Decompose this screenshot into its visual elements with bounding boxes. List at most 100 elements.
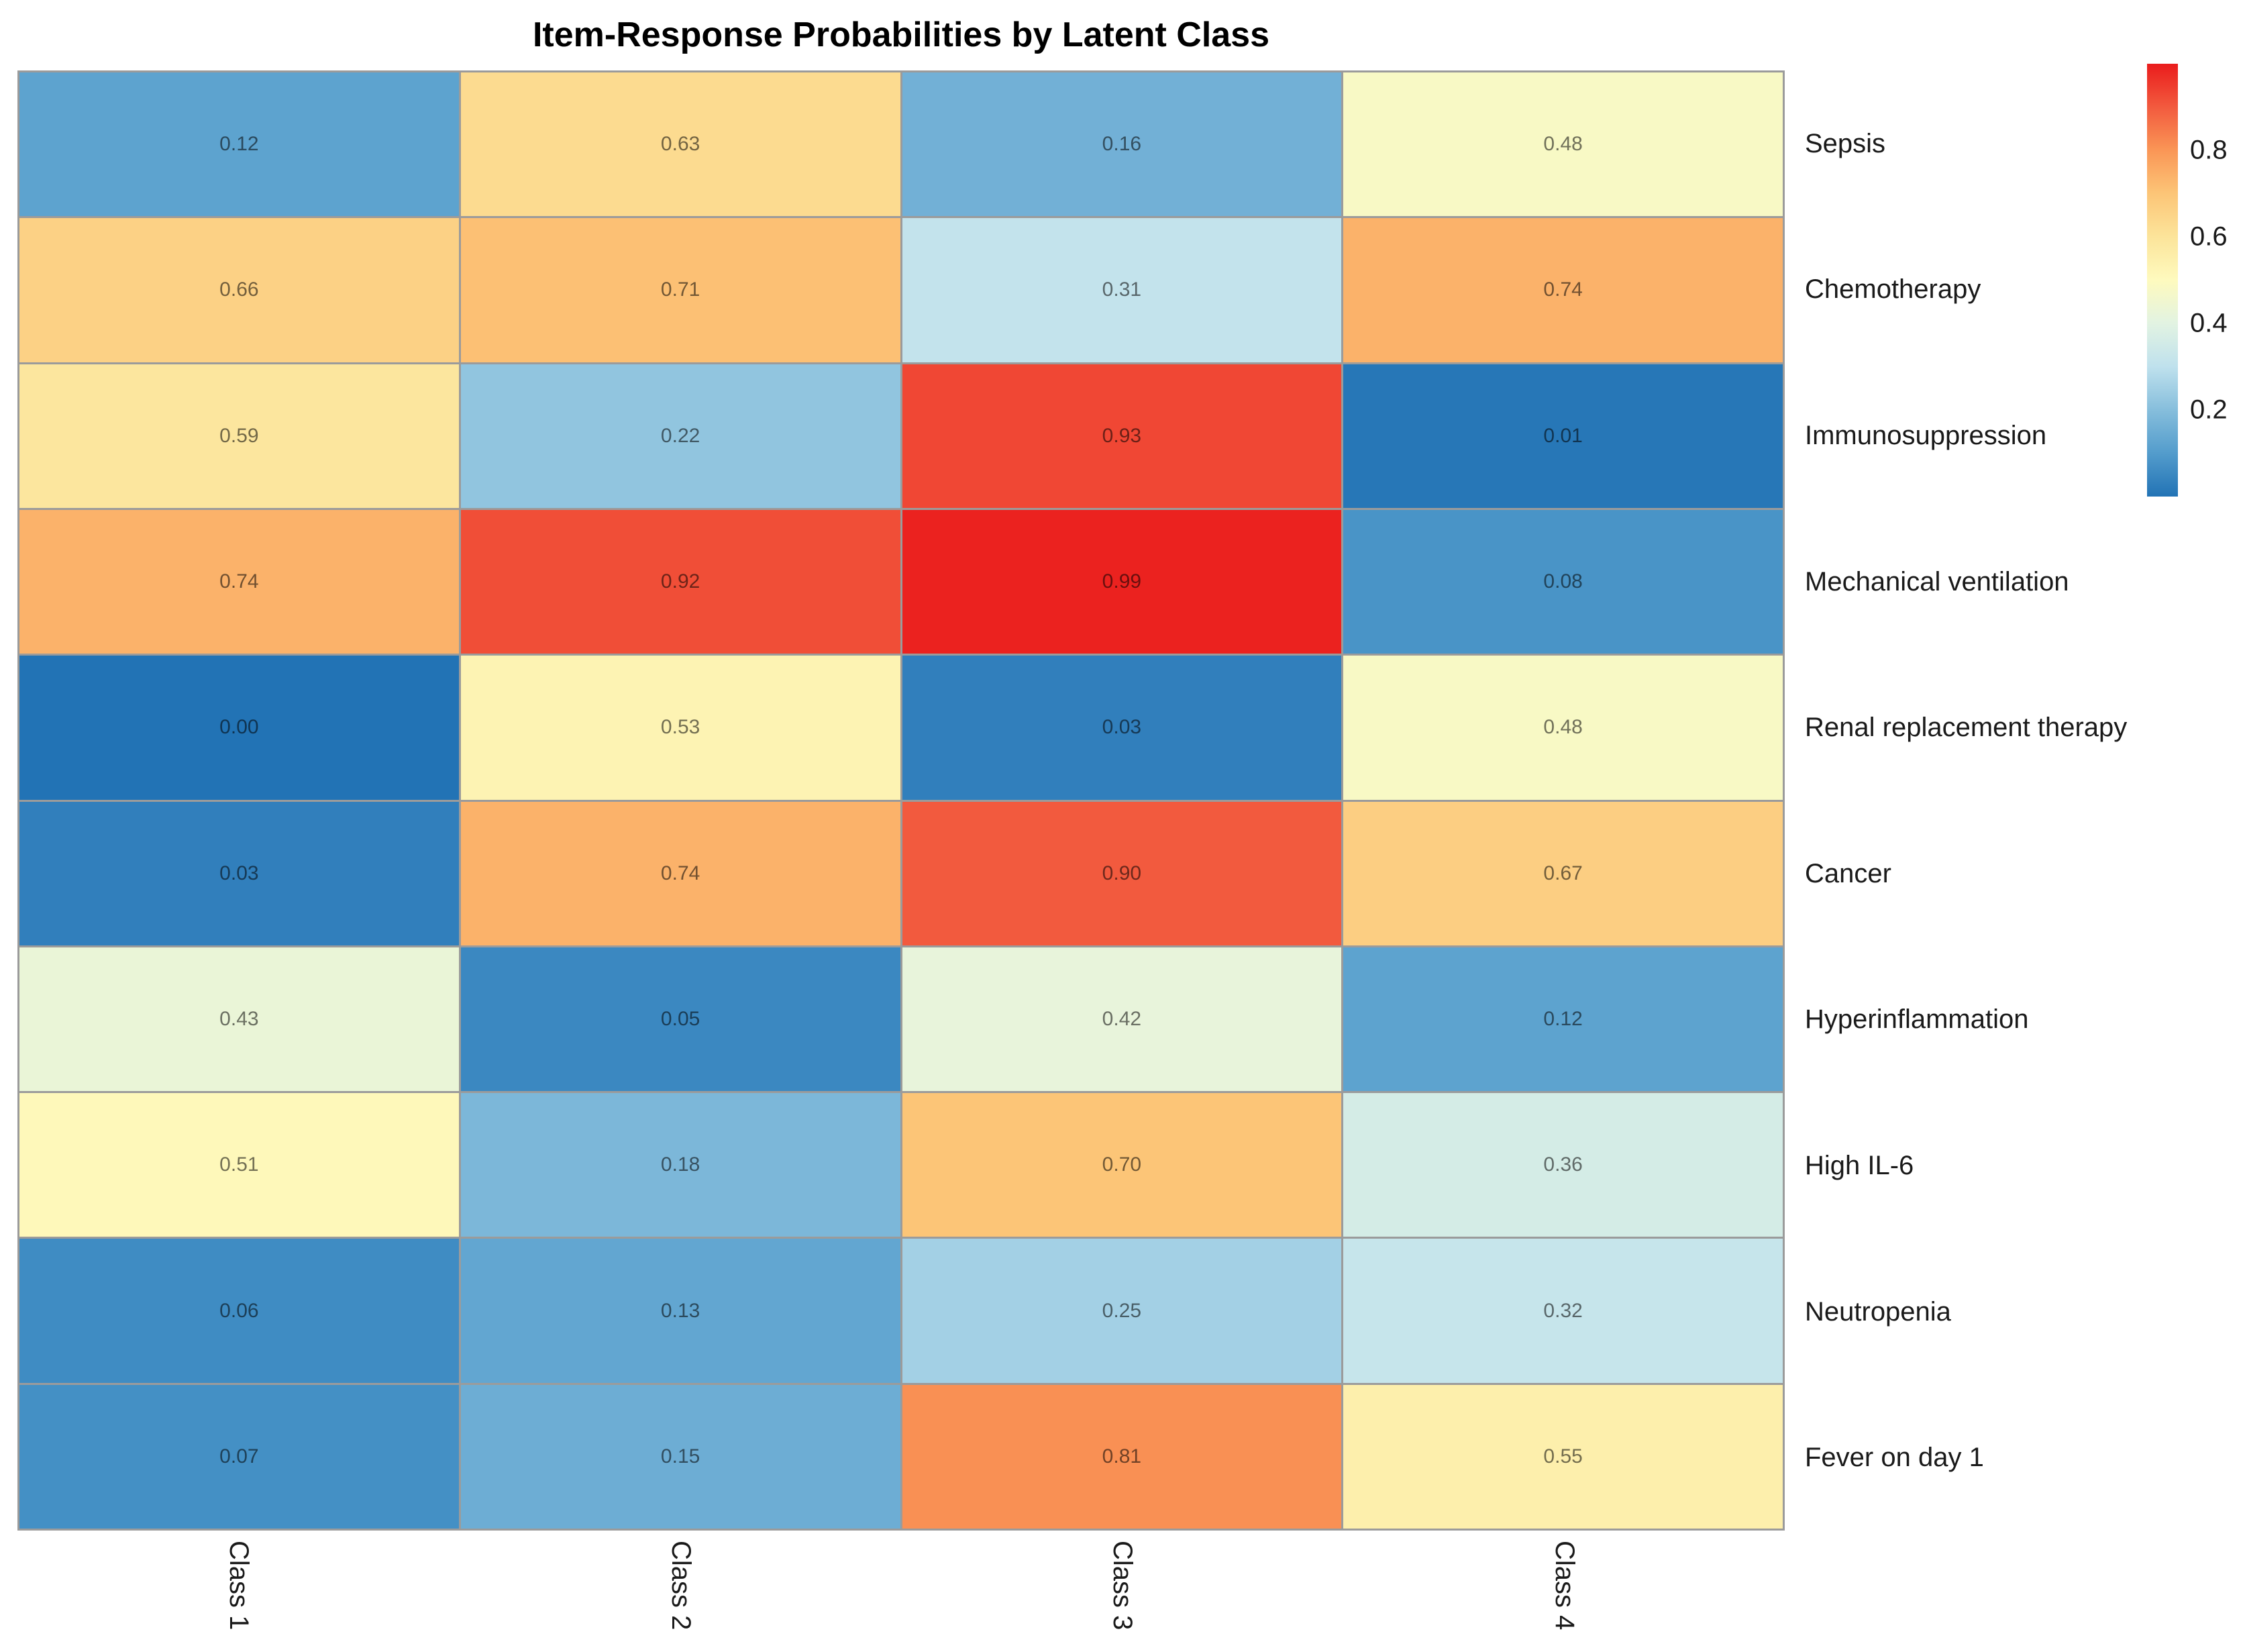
heatmap-cell: 0.25: [902, 1239, 1342, 1383]
heatmap-cell: 0.67: [1343, 801, 1783, 945]
cell-value: 0.06: [219, 1299, 259, 1322]
cell-value: 0.74: [660, 862, 700, 884]
cell-value: 0.16: [1102, 133, 1142, 156]
cell-value: 0.12: [1543, 1007, 1583, 1030]
heatmap-cell: 0.51: [19, 1093, 459, 1237]
chart-title: Item-Response Probabilities by Latent Cl…: [532, 15, 1270, 54]
heatmap-cell: 0.92: [460, 509, 900, 654]
cell-value: 0.43: [219, 1007, 259, 1030]
heatmap-cell: 0.08: [1343, 509, 1783, 654]
heatmap-cell: 0.53: [460, 656, 900, 800]
cell-value: 0.31: [1102, 278, 1142, 301]
cell-value: 0.99: [1102, 570, 1142, 593]
cell-value: 0.03: [219, 862, 259, 884]
colorbar-tick-label: 0.2: [2190, 395, 2228, 425]
cell-value: 0.22: [660, 424, 700, 447]
cell-value: 0.42: [1102, 1007, 1142, 1030]
cell-value: 0.48: [1543, 133, 1583, 156]
cell-value: 0.32: [1543, 1299, 1583, 1322]
heatmap-cell: 0.55: [1343, 1384, 1783, 1529]
heatmap-cell: 0.74: [460, 801, 900, 945]
heatmap-cell: 0.12: [19, 72, 459, 217]
heatmap-cell: 0.01: [1343, 364, 1783, 508]
heatmap-cell: 0.48: [1343, 72, 1783, 217]
heatmap-cell: 0.06: [19, 1239, 459, 1383]
heatmap-cell: 0.31: [902, 218, 1342, 362]
heatmap-cell: 0.07: [19, 1384, 459, 1529]
cell-value: 0.81: [1102, 1445, 1142, 1467]
cell-value: 0.12: [219, 133, 259, 156]
row-label: Renal replacement therapy: [1805, 713, 2128, 743]
cell-value: 0.07: [219, 1445, 259, 1467]
cell-value: 0.90: [1102, 862, 1142, 884]
heatmap-cell: 0.32: [1343, 1239, 1783, 1383]
cell-value: 0.51: [219, 1153, 259, 1176]
cell-value: 0.48: [1543, 716, 1583, 739]
cell-value: 0.18: [660, 1153, 700, 1176]
cell-value: 0.36: [1543, 1153, 1583, 1176]
heatmap-cell: 0.16: [902, 72, 1342, 217]
row-label: High IL-6: [1805, 1151, 1914, 1180]
heatmap-cell: 0.74: [19, 509, 459, 654]
heatmap-cell: 0.18: [460, 1093, 900, 1237]
colorbar-tick-label: 0.8: [2190, 135, 2228, 165]
col-label: Class 2: [666, 1541, 696, 1631]
col-label: Class 4: [1549, 1541, 1579, 1631]
row-label: Hyperinflammation: [1805, 1004, 2029, 1035]
cell-value: 0.53: [660, 716, 700, 739]
cell-value: 0.59: [219, 424, 259, 447]
heatmap-cell: 0.22: [460, 364, 900, 508]
cell-value: 0.13: [660, 1299, 700, 1322]
cell-value: 0.71: [660, 278, 700, 301]
heatmap-cell: 0.13: [460, 1239, 900, 1383]
row-label: Chemotherapy: [1805, 274, 1981, 305]
heatmap-cell: 0.90: [902, 801, 1342, 945]
heatmap-cell: 0.63: [460, 72, 900, 217]
row-label: Neutropenia: [1805, 1296, 1951, 1327]
cell-value: 0.01: [1543, 424, 1583, 447]
cell-value: 0.08: [1543, 570, 1583, 593]
heatmap-cell: 0.12: [1343, 947, 1783, 1092]
heatmap-cell: 0.93: [902, 364, 1342, 508]
cell-value: 0.70: [1102, 1153, 1142, 1176]
col-label: Class 1: [224, 1541, 254, 1631]
cell-value: 0.66: [219, 278, 259, 301]
heatmap-cell: 0.43: [19, 947, 459, 1092]
heatmap-cell: 0.03: [19, 801, 459, 945]
heatmap-cell: 0.81: [902, 1384, 1342, 1529]
col-label: Class 3: [1108, 1541, 1138, 1631]
row-label: Sepsis: [1805, 128, 1886, 158]
heatmap-cell: 0.42: [902, 947, 1342, 1092]
cell-value: 0.93: [1102, 424, 1142, 447]
colorbar: [2147, 64, 2178, 497]
cell-value: 0.67: [1543, 862, 1583, 884]
row-label: Mechanical ventilation: [1805, 566, 2069, 597]
heatmap-cell: 0.74: [1343, 218, 1783, 362]
cell-value: 0.92: [660, 570, 700, 593]
row-label: Immunosuppression: [1805, 421, 2047, 450]
colorbar-tick-label: 0.6: [2190, 221, 2228, 252]
row-label: Cancer: [1805, 858, 1891, 888]
heatmap-cell: 0.71: [460, 218, 900, 362]
heatmap-cell: 0.99: [902, 509, 1342, 654]
heatmap-cell: 0.00: [19, 656, 459, 800]
cell-value: 0.63: [660, 133, 700, 156]
heatmap-cell: 0.59: [19, 364, 459, 508]
cell-value: 0.05: [660, 1007, 700, 1030]
heatmap-cell: 0.70: [902, 1093, 1342, 1237]
heatmap-cell: 0.05: [460, 947, 900, 1092]
cell-value: 0.55: [1543, 1445, 1583, 1467]
cell-value: 0.00: [219, 716, 259, 739]
heatmap-cell: 0.03: [902, 656, 1342, 800]
heatmap-grid: 0.12 0.63 0.16 0.48 0.66 0.71 0.31 0.74 0.59 0.22…: [17, 70, 1785, 1531]
heatmap-cell: 0.48: [1343, 656, 1783, 800]
cell-value: 0.15: [660, 1445, 700, 1467]
colorbar-tick-label: 0.4: [2190, 308, 2228, 338]
row-label: Fever on day 1: [1805, 1443, 1984, 1473]
heatmap-cell: 0.66: [19, 218, 459, 362]
cell-value: 0.25: [1102, 1299, 1142, 1322]
heatmap-cell: 0.36: [1343, 1093, 1783, 1237]
heatmap-cell: 0.15: [460, 1384, 900, 1529]
cell-value: 0.74: [1543, 278, 1583, 301]
